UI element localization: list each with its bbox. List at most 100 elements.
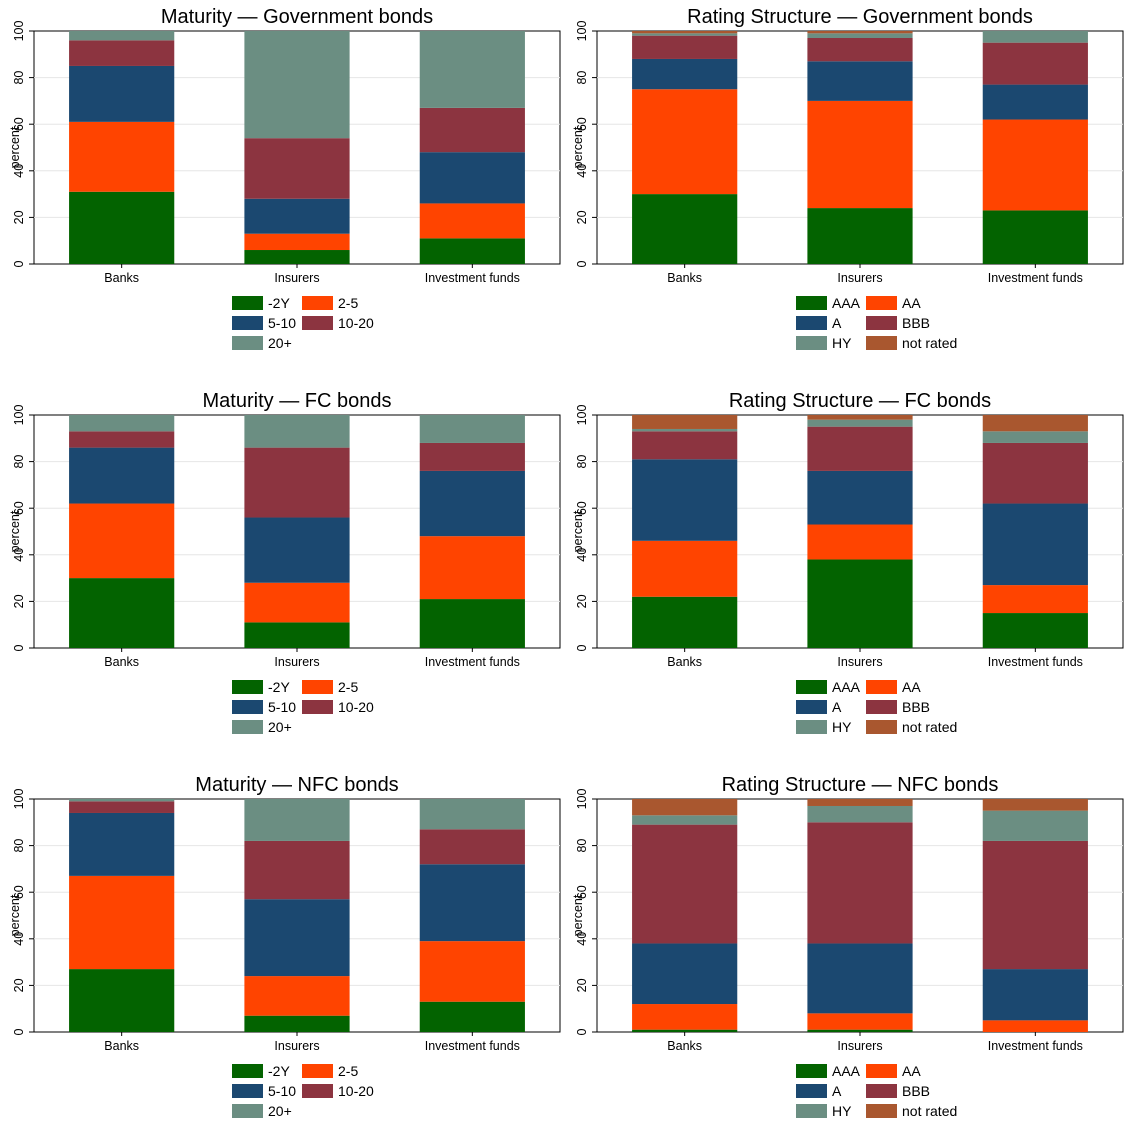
bar-segment xyxy=(244,415,350,448)
bar-segment xyxy=(419,941,525,1002)
legend-swatch xyxy=(796,316,827,330)
legend-swatch xyxy=(302,296,333,310)
legend-swatch xyxy=(866,316,897,330)
x-tick-label: Insurers xyxy=(274,655,319,669)
x-tick-label: Investment funds xyxy=(425,1039,520,1053)
legend-swatch xyxy=(796,1084,827,1098)
bar-segment xyxy=(632,799,738,816)
y-tick-label: 0 xyxy=(575,1028,589,1035)
bar-segment xyxy=(419,442,525,471)
chart-title: Maturity — FC bonds xyxy=(203,390,392,412)
bar-segment xyxy=(807,33,913,38)
bar-segment xyxy=(632,459,738,541)
legend-swatch xyxy=(866,720,897,734)
bar-segment xyxy=(807,100,913,209)
legend-swatch xyxy=(866,1064,897,1078)
legend-swatch xyxy=(866,1084,897,1098)
y-tick-label: 40 xyxy=(12,548,26,562)
legend-label: 5-10 xyxy=(268,699,296,715)
legend-label: AA xyxy=(902,1063,921,1079)
legend-label: 5-10 xyxy=(268,315,296,331)
chart-svg: Rating Structure — Government bonds 0 20 40… xyxy=(571,6,1124,351)
chart-panel-rating-government: Rating Structure — Government bonds 0 20 40… xyxy=(563,0,1126,374)
x-tick-label: Investment funds xyxy=(988,655,1083,669)
y-tick-label: 80 xyxy=(12,455,26,469)
bar-segment xyxy=(419,203,525,239)
bar-segment xyxy=(419,238,525,264)
y-tick-label: 20 xyxy=(12,210,26,224)
legend-swatch xyxy=(302,316,333,330)
legend-swatch xyxy=(232,316,263,330)
bar-segment xyxy=(244,799,350,841)
y-axis-label: percent xyxy=(571,510,585,552)
bar-segment xyxy=(982,840,1088,970)
y-tick-label: 60 xyxy=(575,885,589,899)
x-tick-label: Insurers xyxy=(837,1039,882,1053)
y-tick-label: 40 xyxy=(575,932,589,946)
y-tick-label: 20 xyxy=(575,210,589,224)
bar-segment xyxy=(632,31,738,34)
bar-segment xyxy=(69,431,175,448)
bar-segment xyxy=(244,899,350,977)
legend-label: A xyxy=(832,699,842,715)
x-tick-label: Investment funds xyxy=(988,1039,1083,1053)
legend-swatch xyxy=(866,700,897,714)
y-tick-label: 100 xyxy=(12,405,26,426)
legend-label: BBB xyxy=(902,315,930,331)
bar-segment xyxy=(632,540,738,597)
legend-swatch xyxy=(232,1064,263,1078)
bar-segment xyxy=(807,822,913,944)
legend-label: A xyxy=(832,315,842,331)
y-tick-label: 20 xyxy=(12,594,26,608)
bar-segment xyxy=(982,210,1088,264)
bar-segment xyxy=(807,1013,913,1030)
bar-segment xyxy=(632,596,738,648)
legend-swatch xyxy=(796,1104,827,1118)
legend-swatch xyxy=(232,1104,263,1118)
bar-segment xyxy=(69,578,175,648)
legend-swatch xyxy=(866,680,897,694)
y-tick-label: 0 xyxy=(575,644,589,651)
bar-segment xyxy=(982,799,1088,811)
legend-label: 10-20 xyxy=(338,1083,374,1099)
legend-swatch xyxy=(796,1064,827,1078)
y-tick-label: 40 xyxy=(12,164,26,178)
x-tick-label: Investment funds xyxy=(988,271,1083,285)
bar-segment xyxy=(69,415,175,432)
legend-label: A xyxy=(832,1083,842,1099)
chart-panel-rating-fc: Rating Structure — FC bonds 0 20 40 60 80 100 p… xyxy=(563,384,1126,758)
bar-segment xyxy=(419,470,525,537)
bar-segment xyxy=(807,559,913,648)
bar-segment xyxy=(632,58,738,90)
y-tick-label: 100 xyxy=(575,789,589,810)
bar-segment xyxy=(69,503,175,579)
bar-segment xyxy=(244,138,350,199)
bar-segment xyxy=(807,31,913,34)
legend-label: not rated xyxy=(902,1103,957,1119)
y-tick-label: 20 xyxy=(575,594,589,608)
chart-svg: Maturity — FC bonds 0 20 40 60 80 100 percent Ba… xyxy=(8,390,561,735)
x-tick-label: Banks xyxy=(667,655,702,669)
y-tick-label: 0 xyxy=(575,260,589,267)
bar-segment xyxy=(244,582,350,623)
legend-label: not rated xyxy=(902,719,957,735)
bar-segment xyxy=(982,42,1088,85)
chart-panel-maturity-nfc: Maturity — NFC bonds 0 20 40 60 80 100 percent B… xyxy=(0,768,563,1142)
legend-label: 20+ xyxy=(268,335,292,351)
x-tick-label: Banks xyxy=(104,655,139,669)
bar-segment xyxy=(244,1015,350,1032)
bar-segment xyxy=(419,1001,525,1032)
bar-segment xyxy=(69,447,175,504)
bar-segment xyxy=(982,810,1088,841)
y-tick-label: 100 xyxy=(12,789,26,810)
y-tick-label: 60 xyxy=(12,885,26,899)
legend-label: 5-10 xyxy=(268,1083,296,1099)
legend-label: AAA xyxy=(832,295,861,311)
x-tick-label: Insurers xyxy=(837,655,882,669)
bar-segment xyxy=(69,799,175,802)
y-tick-label: 40 xyxy=(575,548,589,562)
x-tick-label: Investment funds xyxy=(425,655,520,669)
y-tick-label: 60 xyxy=(12,501,26,515)
bar-segment xyxy=(632,194,738,264)
legend-swatch xyxy=(232,336,263,350)
